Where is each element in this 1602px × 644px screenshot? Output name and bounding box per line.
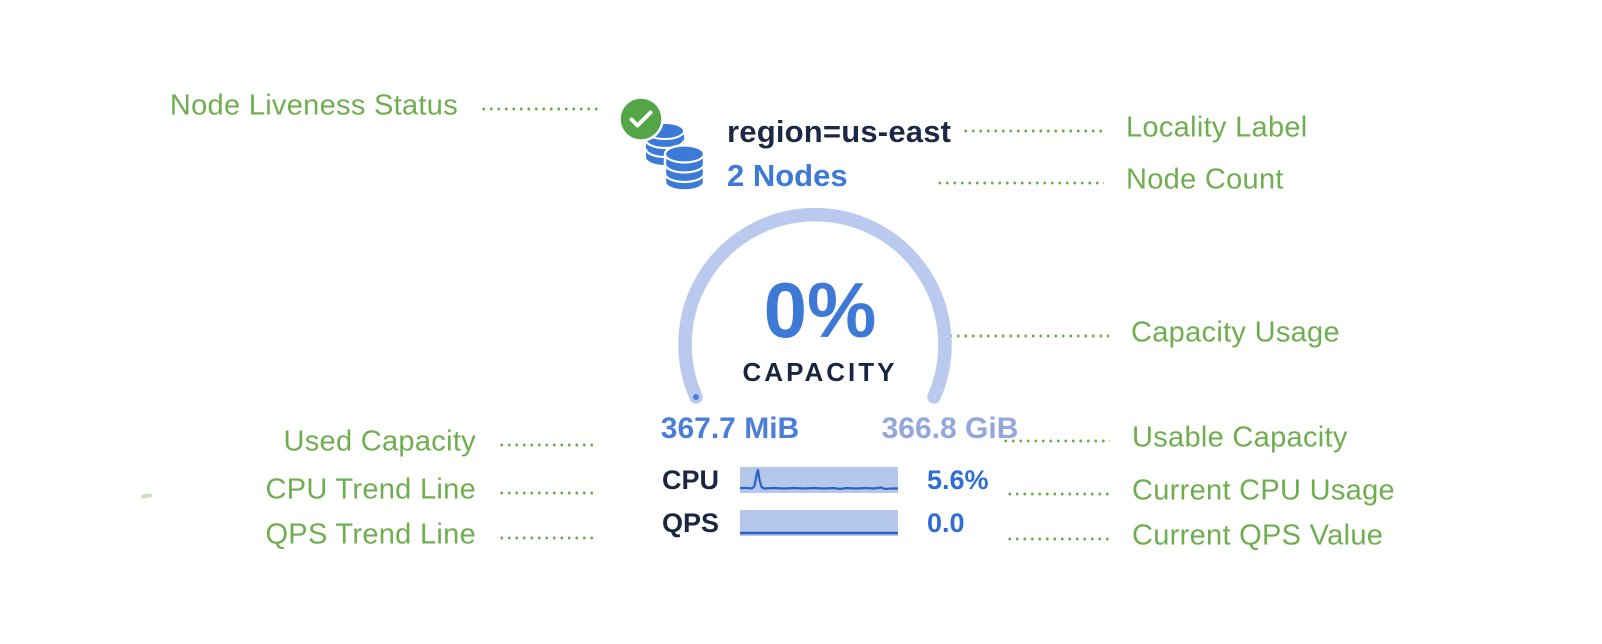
annotation-label: QPS Trend Line (265, 518, 476, 551)
annotation-node-liveness-status: Node Liveness Status (170, 90, 598, 123)
annotation-qps-trend-line: QPS Trend Line (265, 519, 598, 552)
dotted-leader-line (962, 129, 1104, 132)
qps-trend-bar (740, 510, 898, 536)
cpu-metric-label: CPU (662, 465, 720, 495)
dotted-leader-line (498, 491, 598, 494)
dotted-leader-line (1006, 492, 1110, 495)
capacity-caption: CAPACITY (742, 357, 898, 387)
dotted-leader-line (498, 536, 598, 539)
dotted-leader-line (498, 443, 598, 446)
dotted-leader-line (947, 334, 1109, 337)
annotation-label: Node Liveness Status (169, 89, 458, 122)
annotation-label: Usable Capacity (1132, 421, 1348, 454)
gauge-zero-marker (693, 394, 699, 400)
dotted-leader-line (1002, 439, 1110, 442)
dotted-leader-line (936, 181, 1104, 184)
annotation-label: CPU Trend Line (265, 473, 476, 506)
annotation-node-count: Node Count (936, 164, 1284, 197)
locality-label-text: region=us-east (727, 114, 952, 149)
cpu-trend-bar (740, 467, 898, 493)
annotation-label: Current QPS Value (1132, 519, 1384, 552)
used-capacity-value: 367.7 MiB (660, 412, 800, 445)
annotation-label: Current CPU Usage (1132, 474, 1395, 507)
annotation-usable-capacity: Usable Capacity (1002, 422, 1348, 455)
usable-capacity-value: 366.8 GiB (881, 412, 1019, 445)
qps-metric-label: QPS (662, 508, 720, 538)
annotation-current-cpu-usage: Current CPU Usage (1006, 475, 1395, 508)
cpu-sparkline (740, 468, 898, 491)
annotation-label: Locality Label (1126, 111, 1308, 144)
dotted-leader-line (1006, 537, 1110, 540)
annotation-current-qps-value: Current QPS Value (1006, 520, 1383, 553)
annotation-used-capacity: Used Capacity (283, 425, 598, 459)
dotted-leader-line (480, 107, 598, 110)
check-circle-icon (618, 96, 664, 142)
node-count-text: 2 Nodes (727, 158, 848, 193)
annotation-capacity-usage: Capacity Usage (947, 317, 1340, 350)
capacity-gauge-arc (678, 207, 952, 404)
annotation-locality-label: Locality Label (962, 112, 1308, 145)
capacity-percent: 0% (763, 266, 877, 354)
annotation-label: Node Count (1126, 163, 1284, 196)
annotation-label: Used Capacity (283, 425, 476, 458)
qps-current-value: 0.0 (927, 508, 965, 538)
annotation-label: Capacity Usage (1131, 316, 1340, 349)
annotation-cpu-trend-line: CPU Trend Line (265, 474, 598, 507)
stray-mark (140, 493, 153, 499)
cpu-current-value: 5.6% (927, 465, 989, 495)
